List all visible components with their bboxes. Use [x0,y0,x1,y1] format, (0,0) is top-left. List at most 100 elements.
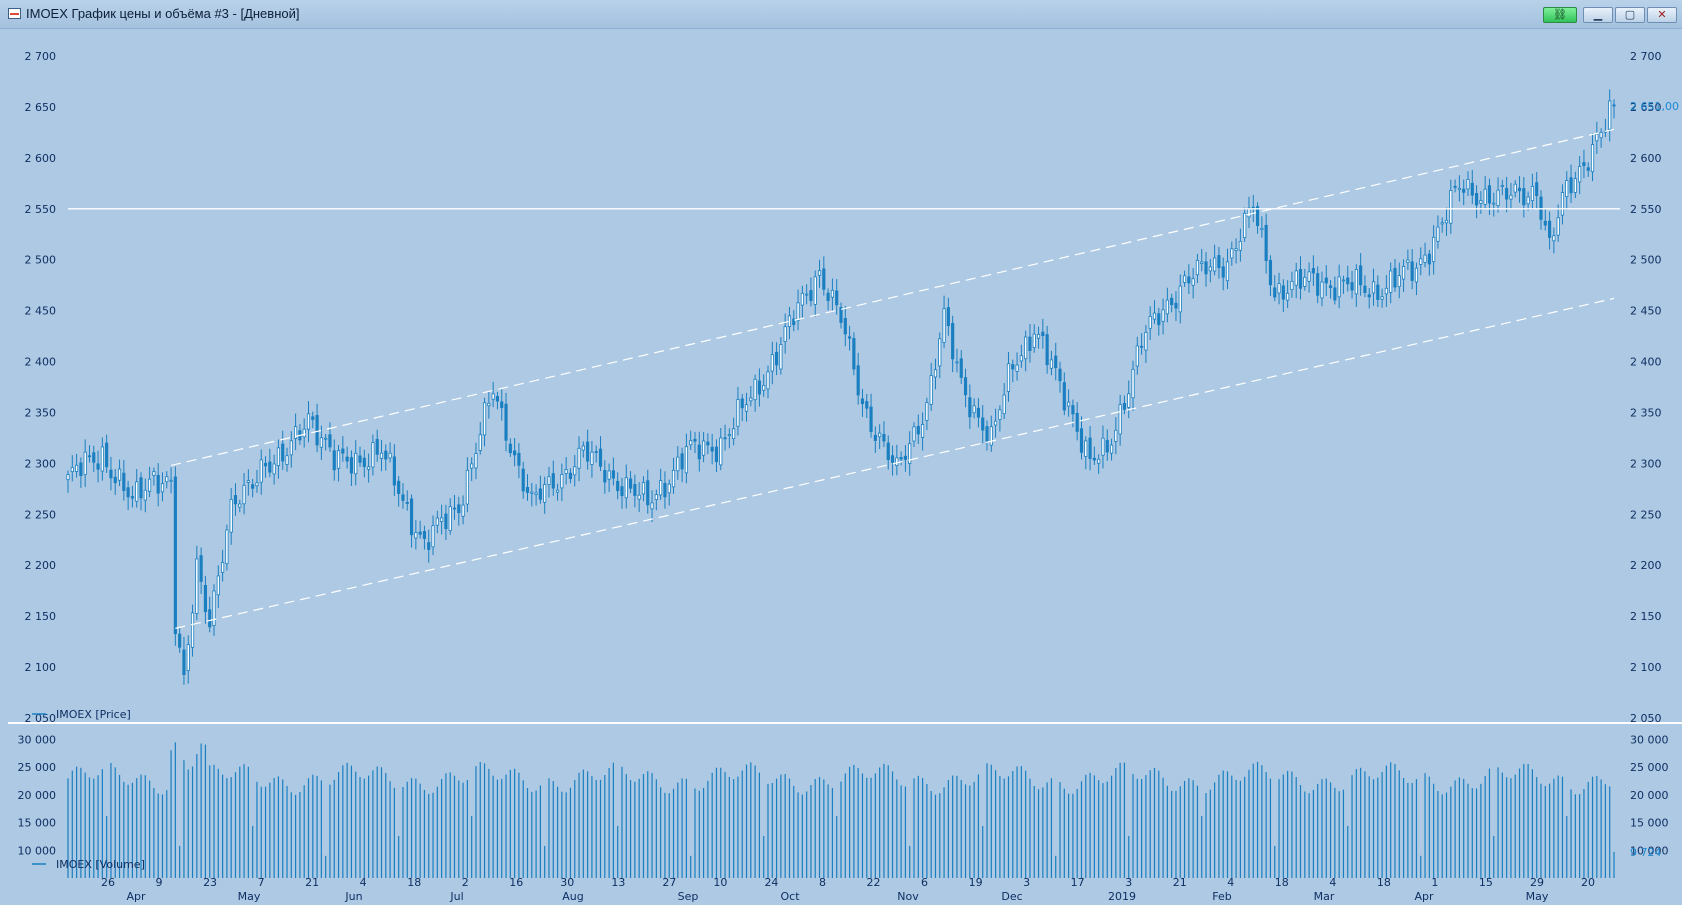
candle-body[interactable] [1264,224,1268,261]
candle-body[interactable] [903,455,907,460]
candle-body[interactable] [1371,281,1376,294]
candle-body[interactable] [736,399,740,427]
candle-body[interactable] [1118,404,1122,435]
candle-body[interactable] [122,472,126,491]
candle-body[interactable] [384,450,388,460]
candle-body[interactable] [1109,444,1114,454]
candle-body[interactable] [500,401,504,409]
candle-body[interactable] [1410,261,1414,281]
candle-body[interactable] [1011,364,1015,370]
candle-body[interactable] [594,451,598,453]
candle-body[interactable] [1401,266,1406,280]
candle-body[interactable] [637,494,641,500]
candle-body[interactable] [809,290,813,302]
candle-body[interactable] [1114,429,1118,442]
candle-body[interactable] [1513,183,1517,193]
candle-body[interactable] [1286,292,1290,301]
candle-body[interactable] [976,407,981,418]
candle-body[interactable] [1079,428,1084,453]
candle-body[interactable] [1075,412,1079,432]
candle-body[interactable] [1213,257,1217,272]
candle-body[interactable] [221,562,225,573]
candle-body[interactable] [465,469,469,505]
candle-body[interactable] [324,437,328,440]
candle-body[interactable] [766,371,770,390]
candle-body[interactable] [946,307,950,327]
candle-body[interactable] [242,484,246,505]
candle-body[interactable] [1045,334,1049,366]
candle-body[interactable] [332,450,336,471]
candle-body[interactable] [1144,331,1148,351]
candle-body[interactable] [573,466,577,476]
candle-body[interactable] [620,486,624,497]
candle-body[interactable] [663,482,667,498]
candle-body[interactable] [478,434,482,451]
candle-body[interactable] [1195,260,1200,276]
candle-body[interactable] [800,292,804,306]
candle-body[interactable] [843,318,847,335]
candle-body[interactable] [680,453,684,470]
candle-body[interactable] [195,558,199,614]
candle-body[interactable] [75,464,79,472]
candle-body[interactable] [856,365,860,396]
candle-body[interactable] [1105,439,1109,453]
candle-body[interactable] [1487,185,1492,204]
candle-body[interactable] [152,471,156,476]
candle-body[interactable] [1466,178,1470,190]
candle-body[interactable] [710,446,714,452]
candle-body[interactable] [933,369,938,378]
candle-body[interactable] [418,531,422,535]
candle-body[interactable] [753,378,757,401]
candle-body[interactable] [848,336,852,339]
candle-body[interactable] [1582,162,1586,167]
candle-body[interactable] [1492,202,1496,205]
candle-body[interactable] [757,380,761,395]
candle-body[interactable] [732,428,736,440]
candle-body[interactable] [1548,220,1552,238]
candle-body[interactable] [1324,277,1328,284]
candle-body[interactable] [671,469,676,488]
candle-body[interactable] [963,377,968,396]
candle-body[interactable] [1337,276,1341,298]
candle-body[interactable] [491,393,495,400]
candle-body[interactable] [1414,267,1419,283]
candle-body[interactable] [1457,187,1461,191]
candle-body[interactable] [233,495,238,505]
candle-body[interactable] [1462,188,1466,193]
candle-body[interactable] [457,504,461,514]
candle-body[interactable] [1470,182,1474,196]
candle-body[interactable] [1419,258,1423,265]
candle-body[interactable] [422,531,427,539]
candle-body[interactable] [508,443,512,454]
candle-body[interactable] [87,455,92,458]
minimize-button[interactable]: ▁ [1583,7,1613,23]
candle-body[interactable] [1217,255,1221,268]
candle-body[interactable] [547,476,551,485]
candle-body[interactable] [813,276,817,305]
candle-body[interactable] [1526,196,1530,205]
candle-body[interactable] [70,466,74,472]
candle-body[interactable] [882,433,886,442]
candle-body[interactable] [586,441,590,462]
candle-body[interactable] [1599,131,1603,139]
candle-body[interactable] [117,468,122,481]
candle-body[interactable] [1161,309,1165,322]
candle-body[interactable] [1182,275,1187,283]
candle-body[interactable] [830,289,834,298]
candle-body[interactable] [1479,200,1483,204]
candle-body[interactable] [409,498,414,536]
candle-body[interactable] [1453,185,1457,188]
candle-body[interactable] [285,455,289,465]
candle-body[interactable] [371,442,375,468]
candle-body[interactable] [96,463,100,470]
candle-body[interactable] [328,434,332,448]
candle-body[interactable] [719,437,723,466]
candle-body[interactable] [362,457,366,467]
candle-body[interactable] [959,358,963,378]
candle-body[interactable] [199,555,203,582]
candle-body[interactable] [173,476,177,635]
candle-body[interactable] [358,455,362,463]
candle-body[interactable] [165,476,169,483]
candle-body[interactable] [895,457,899,467]
candle-body[interactable] [568,472,573,480]
